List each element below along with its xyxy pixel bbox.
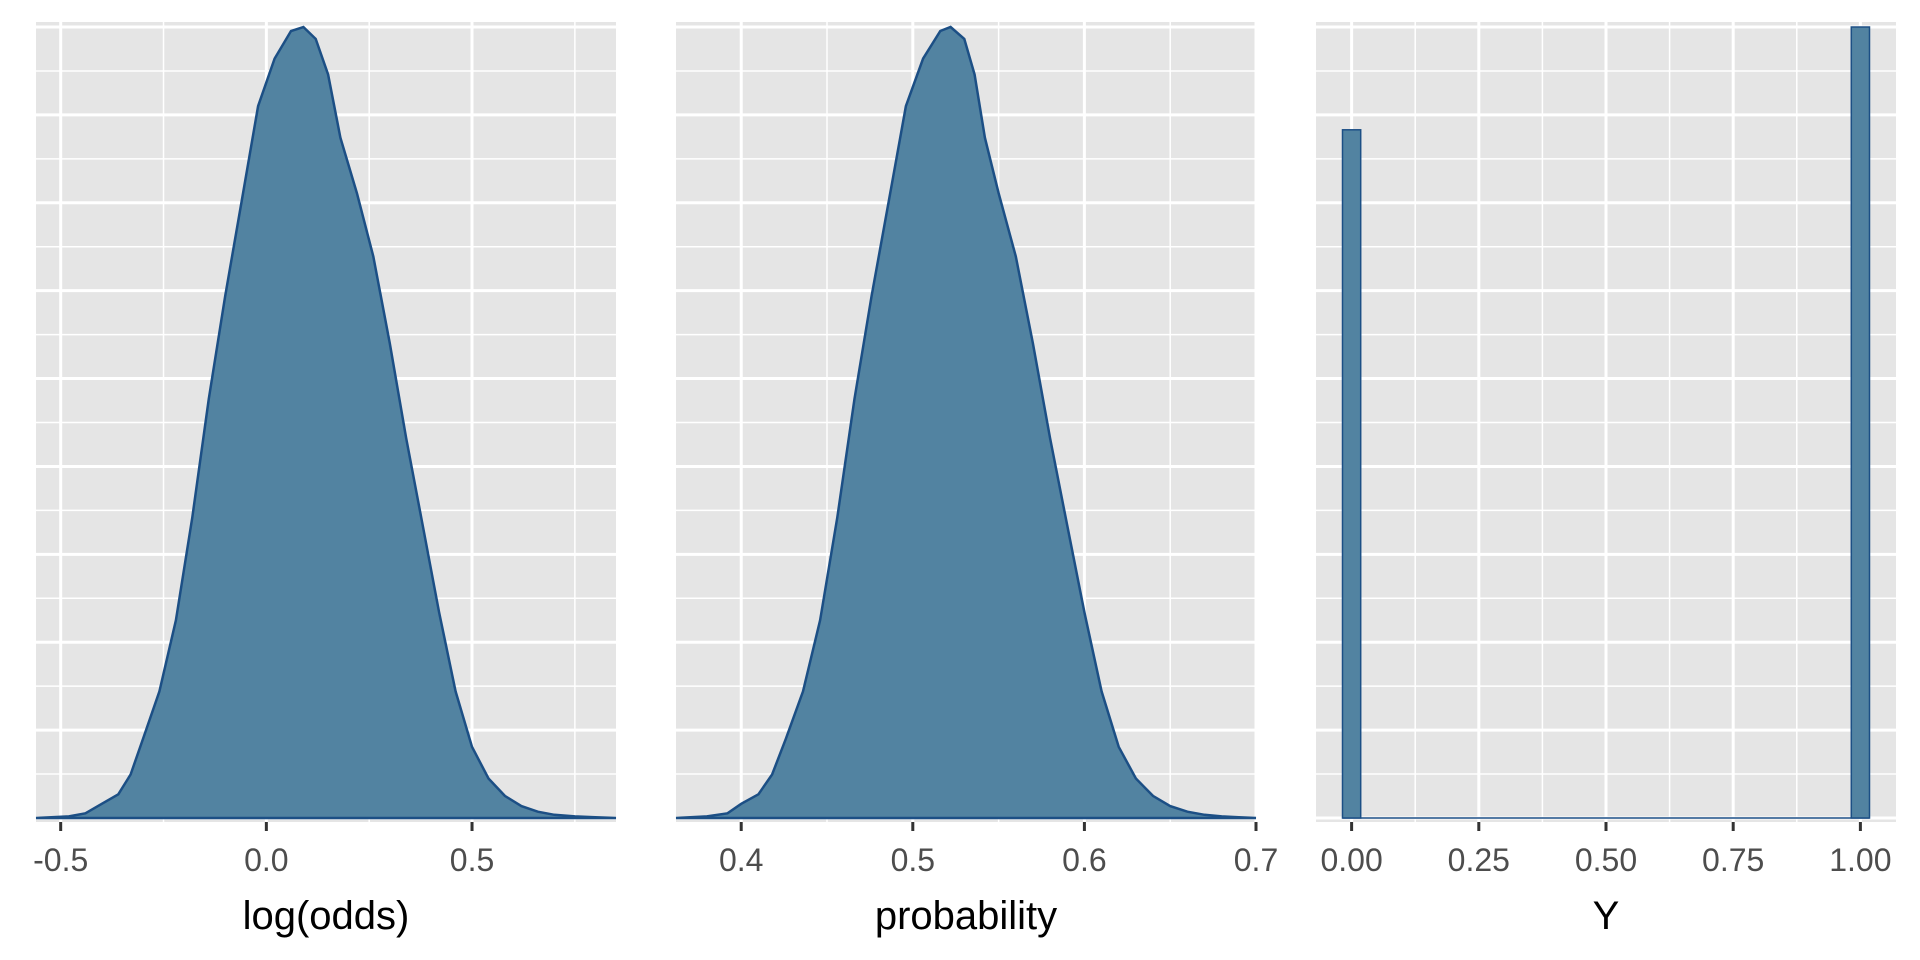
density-curve — [35, 25, 617, 820]
x-tick-label: 0.0 — [244, 842, 288, 878]
x-tick-label: 0.4 — [719, 842, 763, 878]
x-tick-label: -0.5 — [33, 842, 88, 878]
x-tick-label: 0.00 — [1320, 842, 1382, 878]
x-axis-ticks: -0.5 0.0 0.5 — [33, 822, 494, 878]
x-tick-label: 0.25 — [1448, 842, 1510, 878]
x-axis-title: Y — [1593, 894, 1620, 938]
x-tick-label: 1.00 — [1829, 842, 1891, 878]
x-tick-label: 0.75 — [1702, 842, 1764, 878]
x-tick-label: 0.50 — [1575, 842, 1637, 878]
histogram-bar — [1341, 129, 1362, 819]
x-tick-label: 0.7 — [1234, 842, 1278, 878]
x-tick-label: 0.6 — [1062, 842, 1106, 878]
x-tick-label: 0.5 — [450, 842, 494, 878]
histogram-bars — [1341, 26, 1871, 819]
density-curve — [675, 25, 1257, 820]
y-histogram-panel: 0.00 0.25 0.50 0.75 1.00 Y — [1316, 22, 1896, 938]
x-axis-title: log(odds) — [243, 894, 410, 938]
log-odds-density-panel: -0.5 0.0 0.5 log(odds) — [33, 22, 617, 938]
histogram-bar — [1850, 26, 1871, 819]
x-axis-ticks: 0.4 0.5 0.6 0.7 — [719, 822, 1278, 878]
x-axis-title: probability — [875, 894, 1057, 938]
x-axis-ticks: 0.00 0.25 0.50 0.75 1.00 — [1320, 822, 1892, 878]
x-tick-label: 0.5 — [891, 842, 935, 878]
probability-density-panel: 0.4 0.5 0.6 0.7 probability — [675, 22, 1278, 938]
